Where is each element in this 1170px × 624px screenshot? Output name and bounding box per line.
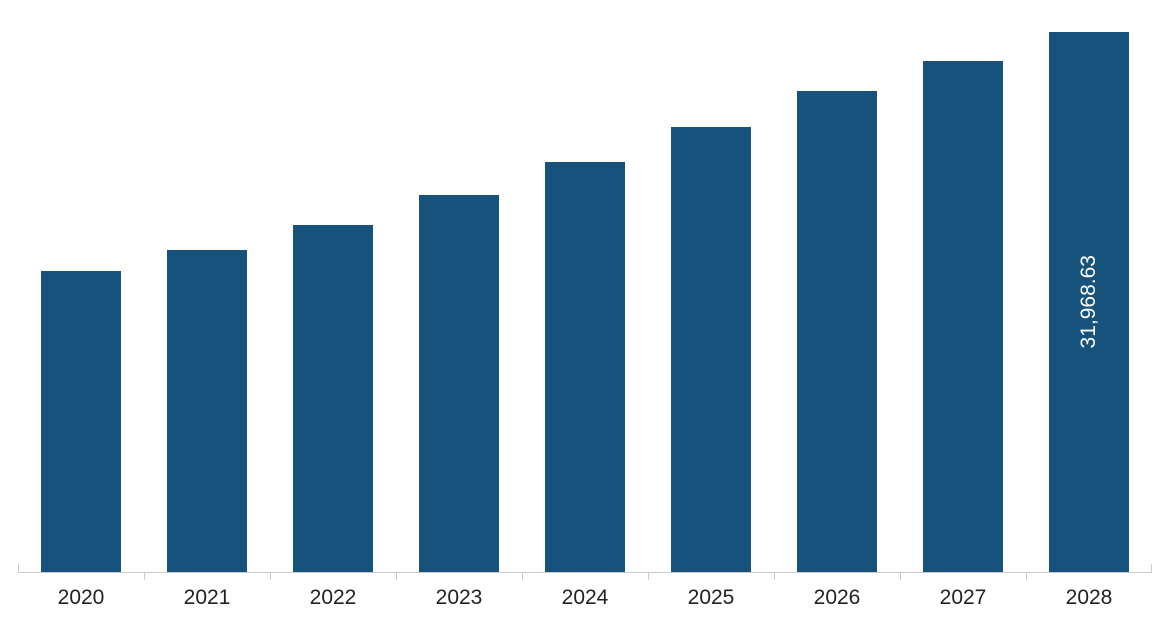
bar-inner (797, 91, 877, 572)
bar-inner (167, 250, 247, 572)
bar-inner (923, 61, 1003, 572)
x-axis-label: 2023 (396, 586, 522, 610)
bar-inner (419, 195, 499, 572)
y-axis-left-line (18, 564, 19, 572)
bar (671, 127, 751, 573)
bar (41, 271, 121, 572)
x-tick-mark (648, 572, 649, 580)
bar-value-label: 31,968.63 (1077, 255, 1101, 348)
x-tick-mark (1026, 572, 1027, 580)
bar (293, 225, 373, 572)
bar-inner (293, 225, 373, 572)
bar (419, 195, 499, 572)
y-axis-right-line (1151, 564, 1152, 572)
x-axis-label: 2021 (144, 586, 270, 610)
x-axis-label: 2028 (1026, 586, 1152, 610)
bar-inner (671, 127, 751, 573)
x-axis-label: 2026 (774, 586, 900, 610)
x-axis-label: 2022 (270, 586, 396, 610)
plot-area: 2020202120222023202420252026202731,968.6… (18, 10, 1152, 572)
bar-inner: 31,968.63 (1049, 32, 1129, 572)
x-axis-label: 2024 (522, 586, 648, 610)
bar (167, 250, 247, 572)
x-tick-mark (522, 572, 523, 580)
x-axis-label: 2027 (900, 586, 1026, 610)
bar-chart: 20202021202220232024202520262027 31,968.6… (0, 0, 1170, 624)
bar: 31,968.63 (1049, 32, 1129, 572)
bar (923, 61, 1003, 572)
x-tick-mark (270, 572, 271, 580)
x-tick-mark (396, 572, 397, 580)
x-axis-line (18, 572, 1152, 573)
x-axis-label: 2020 (18, 586, 144, 610)
bar-inner (41, 271, 121, 572)
x-axis-label: 2025 (648, 586, 774, 610)
bar (797, 91, 877, 572)
x-tick-mark (144, 572, 145, 580)
bar-inner (545, 162, 625, 572)
x-tick-mark (900, 572, 901, 580)
x-tick-mark (774, 572, 775, 580)
bar (545, 162, 625, 572)
